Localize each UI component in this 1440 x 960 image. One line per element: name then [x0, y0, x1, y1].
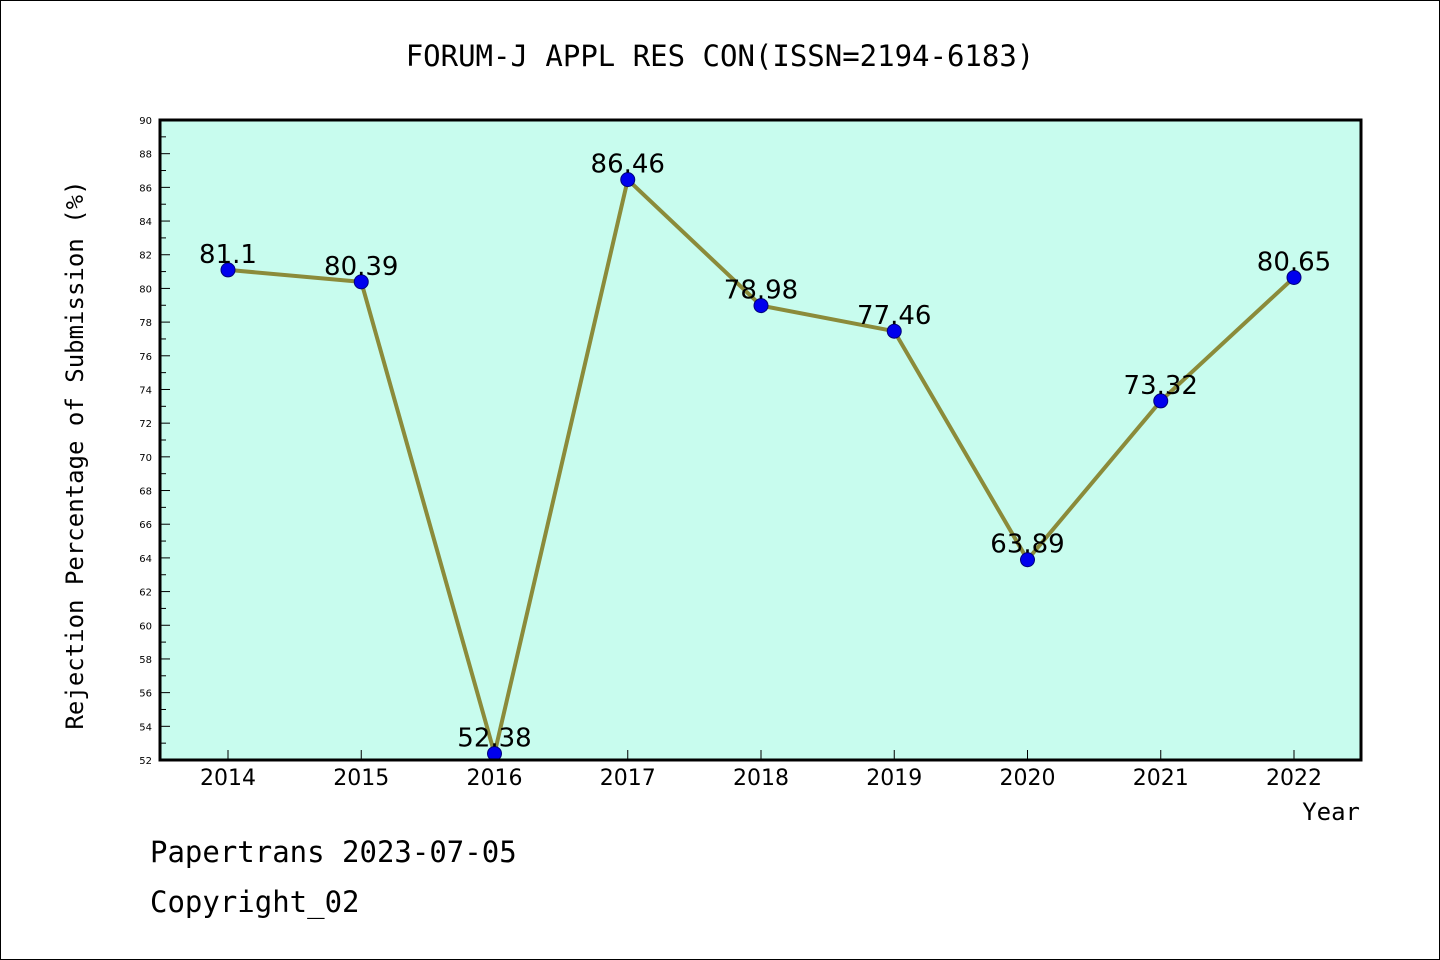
y-axis-label: Rejection Percentage of Submission (%)	[61, 180, 89, 729]
data-label: 52.38	[457, 724, 531, 754]
y-tick-label: 76	[139, 352, 152, 363]
data-label: 86.46	[591, 150, 665, 180]
data-label: 80.39	[324, 252, 398, 282]
x-tick-label: 2020	[1000, 766, 1056, 791]
x-tick-label: 2019	[866, 766, 922, 791]
data-markers	[220, 172, 1302, 762]
y-tick-label: 88	[139, 150, 152, 161]
x-tick-label: 2014	[200, 766, 256, 791]
y-tick-label: 64	[139, 554, 152, 565]
data-point	[1020, 552, 1035, 568]
chart-title: FORUM-J APPL RES CON(ISSN=2194-6183)	[406, 39, 1035, 73]
data-labels: 81.1 80.39 52.38 86.46 78.98 77.46 63.89 73.32 8…	[199, 150, 1331, 754]
data-point	[353, 274, 369, 290]
y-tick-label: 86	[139, 183, 152, 194]
footer-date: Papertrans 2023-07-05	[150, 835, 517, 869]
data-label: 81.1	[199, 240, 257, 270]
x-tick-label: 2015	[333, 766, 389, 791]
x-tick-label: 2017	[600, 766, 656, 791]
data-label: 77.46	[857, 301, 931, 331]
data-point	[1286, 269, 1302, 285]
y-tick-label: 60	[139, 621, 152, 632]
y-tick-label: 62	[139, 588, 152, 599]
x-tick-label: 2021	[1133, 766, 1189, 791]
y-tick-label: 74	[139, 385, 152, 396]
y-tick-label: 54	[139, 722, 152, 733]
data-point	[1153, 393, 1169, 409]
y-tick-label: 78	[139, 318, 152, 329]
data-point	[620, 172, 636, 188]
y-tick-label: 84	[139, 217, 152, 228]
x-tick-label: 2018	[733, 766, 789, 791]
x-tick-label: 2022	[1266, 766, 1322, 791]
y-tick-label: 56	[139, 689, 152, 700]
y-tick-label: 72	[139, 419, 152, 430]
x-axis-label: Year	[1302, 798, 1360, 826]
data-label: 63.89	[990, 530, 1064, 560]
y-tick-label: 80	[139, 284, 152, 295]
y-tick-label: 52	[139, 756, 152, 767]
y-tick-label: 66	[139, 520, 152, 531]
data-point	[886, 323, 902, 339]
y-tick-label: 90	[139, 116, 152, 127]
plot-border	[158, 118, 1363, 762]
data-point	[220, 262, 236, 278]
data-point	[753, 298, 769, 314]
plot-area	[160, 120, 1361, 760]
x-tick-label: 2016	[467, 766, 523, 791]
data-label: 78.98	[724, 276, 798, 306]
y-tick-label: 82	[139, 251, 152, 262]
data-label: 73.32	[1124, 371, 1198, 401]
data-label: 80.65	[1257, 247, 1331, 277]
y-tick-label: 58	[139, 655, 152, 666]
x-axis-ticks: 2014 2015 2016 2017 2018 2019 2020 2021 2022	[200, 750, 1322, 791]
y-tick-label: 68	[139, 487, 152, 498]
y-tick-label: 70	[139, 453, 152, 464]
footer-copyright: Copyright_02	[150, 885, 360, 919]
